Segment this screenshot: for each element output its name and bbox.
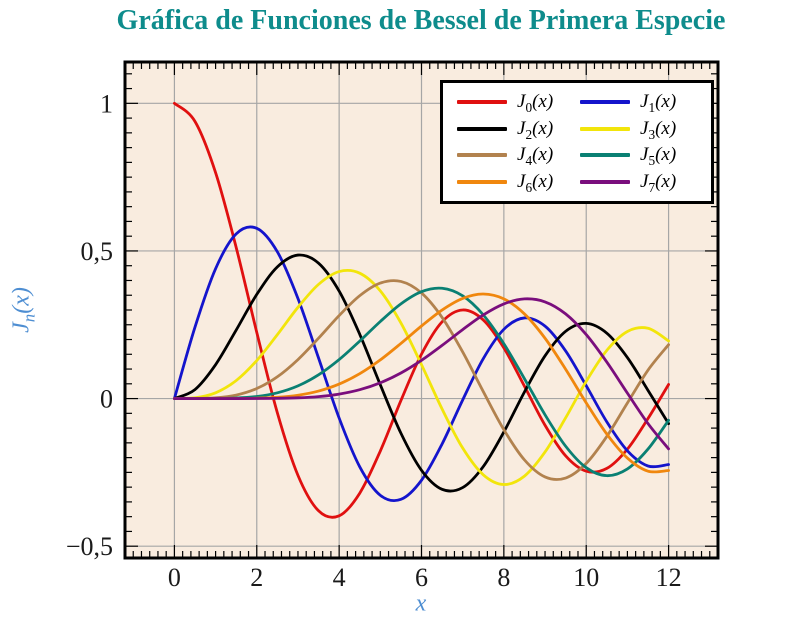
legend-swatch-j2 [457, 126, 507, 131]
legend-label-j3: J3(x) [640, 117, 677, 142]
y-tick-label: 0,5 [81, 237, 114, 266]
y-tick-label: −0,5 [66, 532, 113, 561]
legend-label-j4: J4(x) [517, 144, 554, 169]
curve-j1 [173, 225, 670, 503]
legend-swatch-j6 [457, 179, 507, 184]
curve-j7 [173, 297, 670, 451]
y-label-sub: n [19, 313, 39, 323]
y-label-arg: (x) [8, 287, 35, 314]
legend-box: J0(x) J1(x) J2(x) J3(x) J4(x) J5(x) J6(x… [440, 80, 714, 204]
legend-swatch-j5 [580, 153, 630, 158]
x-tick-label: 2 [250, 563, 263, 592]
legend-swatch-j0 [457, 100, 507, 105]
x-tick-label: 10 [573, 563, 599, 592]
legend-swatch-j4 [457, 153, 507, 158]
legend-label-j2: J2(x) [517, 117, 554, 142]
x-axis-label: x [415, 590, 427, 617]
legend-label-j5: J5(x) [640, 144, 677, 169]
chart-title: Gráfica de Funciones de Bessel de Primer… [116, 5, 726, 36]
curve-j3 [173, 269, 670, 486]
legend-swatch-j1 [580, 100, 630, 105]
legend-swatch-j3 [580, 126, 630, 131]
legend-label-j1: J1(x) [640, 91, 677, 116]
x-tick-label: 12 [656, 563, 682, 592]
y-tick-label: 1 [100, 89, 113, 118]
legend-item-j3: J3(x) [580, 117, 703, 142]
legend-label-j0: J0(x) [517, 91, 554, 116]
legend-item-j4: J4(x) [457, 144, 580, 169]
curve-j5 [173, 286, 670, 478]
y-label-base: J [8, 322, 35, 333]
legend-item-j6: J6(x) [457, 170, 580, 195]
x-tick-label: 0 [168, 563, 181, 592]
x-tick-label: 8 [497, 563, 510, 592]
x-tick-label: 6 [415, 563, 428, 592]
x-tick-label: 4 [333, 563, 346, 592]
legend-label-j6: J6(x) [517, 170, 554, 195]
y-tick-label: 0 [100, 385, 113, 414]
legend-item-j7: J7(x) [580, 170, 703, 195]
legend-label-j7: J7(x) [640, 170, 677, 195]
curve-j2 [173, 253, 670, 493]
legend-item-j2: J2(x) [457, 117, 580, 142]
y-axis-label: Jn(x) [8, 287, 39, 333]
legend-item-j1: J1(x) [580, 91, 703, 116]
legend-swatch-j7 [580, 179, 630, 184]
plot-frame [123, 60, 720, 560]
legend-item-j0: J0(x) [457, 91, 580, 116]
legend-item-j5: J5(x) [580, 144, 703, 169]
